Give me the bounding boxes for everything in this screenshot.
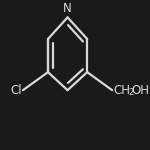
Text: 2: 2 <box>128 88 133 97</box>
Text: OH: OH <box>132 84 150 97</box>
Text: Cl: Cl <box>10 84 22 97</box>
Text: CH: CH <box>114 84 130 97</box>
Text: N: N <box>63 2 72 15</box>
